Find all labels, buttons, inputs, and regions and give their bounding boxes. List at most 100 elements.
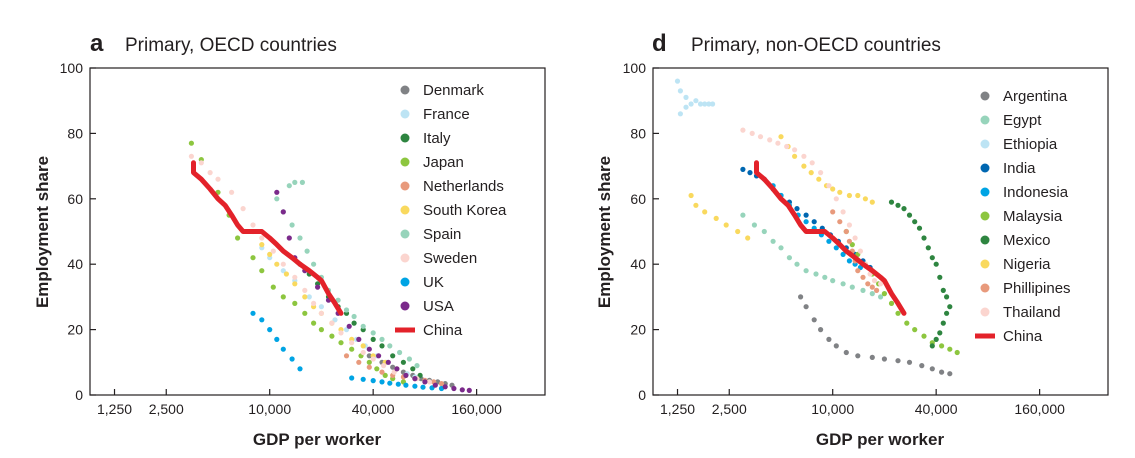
data-point-uk [403, 382, 409, 388]
data-point-nigeria [792, 153, 798, 159]
data-point-mexico [929, 343, 935, 349]
data-point-uk [370, 378, 376, 384]
data-point-argentina [919, 363, 925, 369]
data-point-spain [360, 323, 366, 329]
data-point-usa [432, 382, 438, 388]
legend-label-argentina: Argentina [1003, 88, 1068, 105]
panel-d-plot-frame [652, 67, 1109, 396]
data-point-south-korea [259, 242, 265, 248]
data-point-egypt [770, 238, 776, 244]
y-tick-label: 80 [67, 125, 83, 141]
legend-label-thailand: Thailand [1003, 304, 1061, 321]
data-point-uk [360, 376, 366, 382]
legend-label-india: India [1003, 160, 1036, 177]
legend-swatch-spain [400, 229, 410, 239]
data-point-ethiopia [677, 111, 684, 117]
legend-label-denmark: Denmark [423, 82, 484, 99]
data-point-sweden [426, 379, 432, 385]
data-point-thailand [840, 209, 846, 215]
data-point-argentina [895, 358, 901, 364]
data-point-egypt [751, 222, 758, 228]
data-point-ethiopia [688, 101, 694, 107]
data-point-denmark [366, 353, 372, 359]
data-point-sweden [259, 235, 265, 241]
data-point-phillipines [846, 238, 853, 244]
data-point-netherlands [356, 359, 362, 365]
data-point-japan [318, 327, 324, 333]
data-point-ethiopia [683, 94, 689, 100]
data-point-thailand [857, 248, 864, 254]
data-point-netherlands [366, 364, 372, 370]
data-point-egypt [849, 284, 855, 290]
data-point-thailand [818, 170, 824, 176]
data-point-france [318, 304, 324, 310]
data-point-sweden [302, 287, 308, 293]
data-point-japan [374, 366, 380, 372]
data-point-mexico [901, 206, 907, 212]
data-point-thailand [749, 130, 755, 136]
data-point-nigeria [688, 192, 694, 199]
data-point-mexico [888, 199, 895, 205]
data-point-usa [376, 353, 382, 359]
data-point-mexico [912, 219, 918, 225]
data-point-spain [387, 343, 393, 349]
y-tick-label: 60 [630, 191, 646, 207]
data-point-sweden [292, 274, 298, 280]
data-point-thailand [871, 278, 878, 284]
data-point-uk [297, 366, 303, 372]
data-point-nigeria [778, 134, 784, 140]
x-tick-label: 1,250 [97, 401, 132, 417]
data-point-egypt [803, 268, 809, 274]
data-point-france [332, 317, 338, 323]
panel-a-points [188, 140, 472, 393]
data-point-italy [410, 366, 416, 372]
data-point-uk [289, 356, 295, 362]
data-point-indonesia [833, 245, 839, 251]
data-point-malaysia [895, 310, 901, 316]
data-point-usa [459, 387, 465, 393]
panel-a-title: Primary, OECD countries [125, 35, 337, 56]
data-point-usa [412, 376, 418, 382]
data-point-sweden [329, 320, 335, 326]
data-point-ethiopia [693, 98, 699, 104]
data-point-usa [422, 379, 428, 385]
y-tick-label: 0 [638, 387, 646, 403]
data-point-spain [286, 183, 292, 189]
panel-a-legend: Denmark France Italy Japan Netherlands South … [395, 82, 507, 339]
data-point-uk [280, 346, 286, 352]
data-point-sweden [370, 356, 376, 362]
data-point-spain [397, 349, 403, 356]
legend-label-phillipines: Phillipines [1003, 280, 1071, 297]
data-point-malaysia [921, 333, 927, 339]
data-point-uk [274, 336, 280, 342]
data-point-south-korea [360, 343, 366, 349]
data-point-argentina [798, 294, 804, 300]
data-point-india [803, 212, 809, 218]
data-point-japan [259, 268, 265, 274]
data-point-spain [274, 196, 280, 202]
panel-a-x-label: GDP per worker [253, 430, 382, 449]
data-point-japan [302, 310, 308, 316]
legend-label-france: France [423, 106, 470, 123]
data-point-argentina [818, 327, 824, 333]
data-point-phillipines [869, 284, 875, 290]
data-point-thailand [740, 127, 746, 133]
legend-label-netherlands: Netherlands [423, 178, 504, 195]
legend-swatch-uk [400, 277, 410, 287]
data-point-ethiopia [683, 104, 689, 110]
data-point-argentina [833, 343, 839, 349]
panel-d-title: Primary, non-OECD countries [691, 35, 941, 56]
data-point-japan [366, 359, 372, 365]
data-point-usa [442, 384, 448, 390]
data-point-india [811, 219, 817, 225]
data-point-uk [420, 384, 426, 390]
legend-label-japan: Japan [423, 154, 464, 171]
data-point-denmark [390, 364, 396, 370]
legend-label-egypt: Egypt [1003, 112, 1042, 129]
data-point-argentina [843, 349, 849, 356]
data-point-nigeria [735, 228, 741, 235]
data-point-south-korea [267, 251, 273, 257]
legend-label-sweden: Sweden [423, 250, 477, 267]
data-point-ethiopia [674, 78, 681, 84]
